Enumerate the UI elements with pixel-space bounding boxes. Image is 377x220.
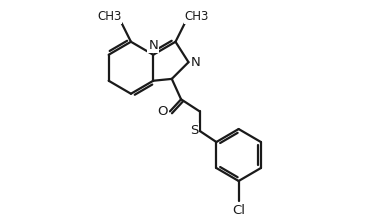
Text: Cl: Cl [232,204,245,217]
Text: N: N [149,39,158,52]
Text: CH3: CH3 [185,10,209,23]
Text: S: S [190,124,198,137]
Text: CH3: CH3 [97,10,122,23]
Text: N: N [191,56,201,69]
Text: O: O [157,105,168,118]
